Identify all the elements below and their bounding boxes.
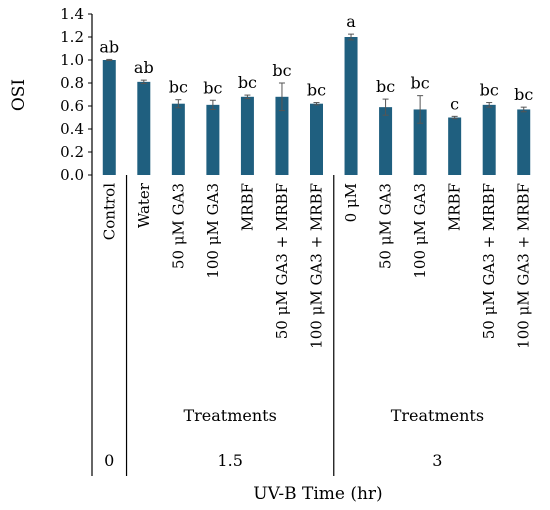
y-tick-label: 0.4 bbox=[60, 120, 84, 138]
category-label: 100 μM GA3 bbox=[204, 183, 222, 279]
category-label: 50 μM GA3 bbox=[169, 183, 187, 269]
error-bar bbox=[486, 102, 493, 108]
y-tick-label: 1.4 bbox=[60, 5, 84, 23]
error-bar bbox=[140, 79, 147, 85]
group-labels: Treatments Treatments 0 1.5 3 bbox=[104, 406, 484, 470]
group-separators bbox=[91, 175, 335, 476]
bar bbox=[517, 109, 531, 175]
significance-letter: ab bbox=[134, 58, 154, 77]
bar bbox=[275, 96, 289, 175]
error-bar bbox=[520, 106, 527, 113]
bar bbox=[344, 37, 358, 175]
significance-letter: bc bbox=[480, 81, 499, 100]
time-label: 1.5 bbox=[217, 451, 242, 470]
bar bbox=[171, 103, 185, 175]
bar bbox=[240, 96, 254, 175]
y-axis: 0.0 0.2 0.4 0.6 0.8 1.0 1.2 1.4 bbox=[60, 5, 93, 184]
category-label: 0 μM bbox=[342, 183, 360, 222]
error-bar bbox=[209, 99, 216, 110]
x-axis-title: UV-B Time (hr) bbox=[253, 484, 382, 504]
significance-letter: c bbox=[450, 94, 459, 113]
bar bbox=[413, 109, 427, 175]
y-tick-label: 0.8 bbox=[60, 74, 84, 92]
treatments-label: Treatments bbox=[391, 406, 484, 425]
bar bbox=[310, 103, 323, 175]
bar bbox=[482, 104, 496, 175]
significance-letter: bc bbox=[514, 85, 533, 104]
bar bbox=[379, 107, 393, 175]
y-tick-label: 1.0 bbox=[60, 51, 84, 69]
time-label: 0 bbox=[104, 451, 114, 470]
error-bar bbox=[348, 33, 355, 41]
category-label: 50 μM GA3 + MRBF bbox=[273, 183, 291, 339]
category-label: MRBF bbox=[446, 183, 464, 231]
y-tick-label: 0.2 bbox=[60, 143, 84, 161]
significance-letter: bc bbox=[238, 73, 257, 92]
error-bar bbox=[244, 94, 251, 100]
significance-letter: bc bbox=[307, 81, 326, 100]
significance-letter: bc bbox=[203, 78, 222, 97]
significance-letter: a bbox=[346, 12, 356, 31]
category-label: 50 μM GA3 + MRBF bbox=[480, 183, 498, 339]
significance-letter: bc bbox=[272, 61, 291, 80]
error-bar bbox=[175, 99, 182, 109]
error-bars bbox=[106, 33, 527, 124]
bar bbox=[137, 81, 151, 175]
category-label: 100 μM GA3 bbox=[411, 183, 429, 279]
category-label: Control bbox=[100, 183, 118, 240]
bar bbox=[206, 104, 220, 175]
category-label: Water bbox=[135, 182, 153, 228]
error-bar bbox=[313, 102, 320, 106]
time-label: 3 bbox=[432, 451, 442, 470]
y-tick-label: 1.2 bbox=[60, 28, 84, 46]
significance-letter: bc bbox=[169, 78, 188, 97]
significance-letter: bc bbox=[376, 77, 395, 96]
significance-letter: ab bbox=[99, 37, 119, 56]
y-tick-label: 0.0 bbox=[60, 166, 84, 184]
error-bar bbox=[417, 95, 424, 124]
error-bar bbox=[451, 115, 458, 120]
category-label: MRBF bbox=[238, 183, 256, 231]
error-bar bbox=[278, 82, 285, 112]
y-axis-title: OSI bbox=[9, 79, 29, 111]
bar bbox=[102, 60, 116, 175]
error-bar bbox=[382, 98, 389, 116]
error-bar bbox=[106, 58, 113, 62]
category-label: 100 μM GA3 + MRBF bbox=[515, 183, 533, 349]
bar bbox=[448, 117, 462, 175]
y-tick-label: 0.6 bbox=[60, 97, 84, 115]
bars bbox=[102, 37, 531, 175]
category-labels: Control Water 50 μM GA3 100 μM GA3 MRBF 50 μM… bbox=[100, 182, 532, 349]
significance-letter: bc bbox=[411, 74, 430, 93]
category-label: 100 μM GA3 + MRBF bbox=[308, 183, 326, 349]
treatments-label: Treatments bbox=[183, 406, 276, 425]
category-label: 50 μM GA3 bbox=[377, 183, 395, 269]
